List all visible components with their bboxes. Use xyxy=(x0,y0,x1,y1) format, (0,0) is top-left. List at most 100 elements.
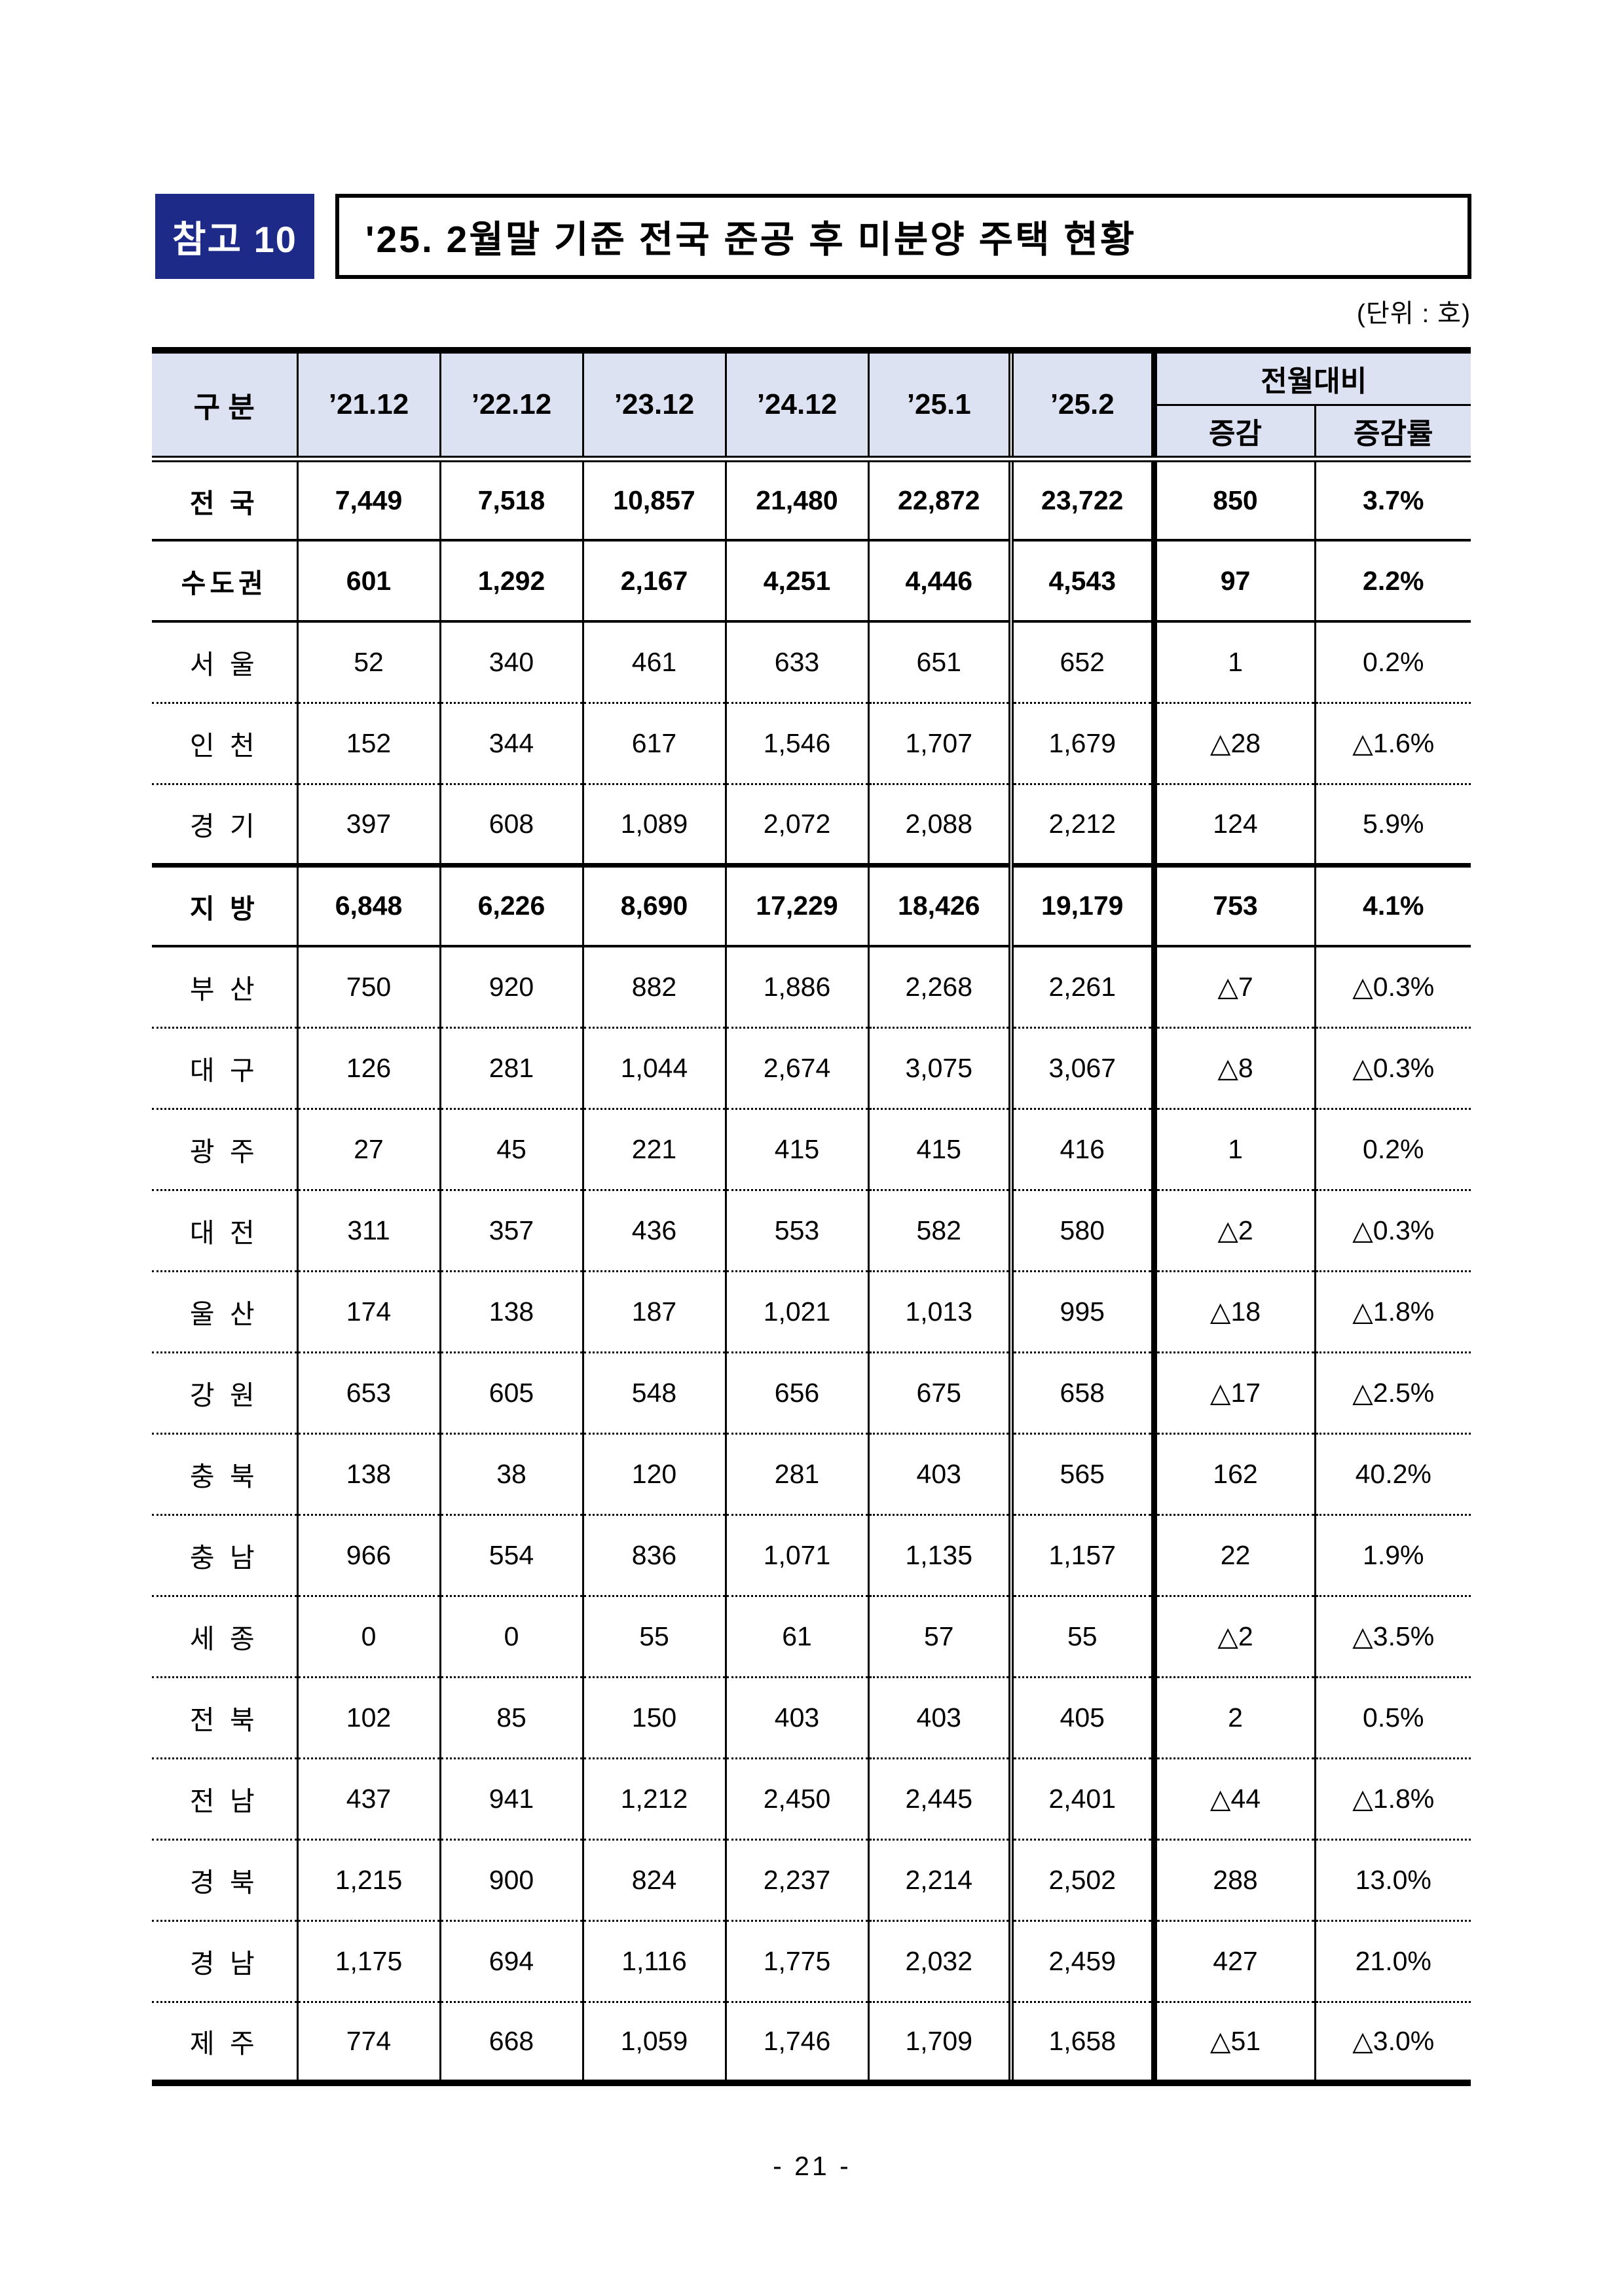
cell: 565 xyxy=(1008,1432,1154,1515)
cell: 3.7% xyxy=(1314,459,1471,540)
cell: 102 xyxy=(296,1676,440,1758)
cell: 23,722 xyxy=(1008,459,1154,540)
row-label: 제 주 xyxy=(152,2000,297,2083)
table-header: 구 분 ’21.12 ’22.12 ’23.12 ’24.12 ’25.1 ’2… xyxy=(152,350,1471,462)
cell: 344 xyxy=(439,701,583,784)
row-label: 수도권 xyxy=(152,539,297,621)
cell: 437 xyxy=(296,1757,440,1839)
table-row: 지 방 6,848 6,226 8,690 17,229 18,426 19,179 753 4… xyxy=(152,862,1471,946)
cell: 882 xyxy=(581,945,726,1027)
cell: 658 xyxy=(1008,1351,1154,1433)
cell: 281 xyxy=(439,1026,583,1109)
header-period-251: ’25.1 xyxy=(867,350,1011,462)
cell: 403 xyxy=(867,1432,1011,1515)
table-row: 경 남 1,175 694 1,116 1,775 2,032 2,459 427 21.0% xyxy=(152,1919,1471,2002)
cell: 1.9% xyxy=(1314,1513,1471,1596)
cell: 18,426 xyxy=(867,862,1011,946)
cell: △44 xyxy=(1151,1757,1315,1839)
cell: 554 xyxy=(439,1513,583,1596)
table-row: 충 남 966 554 836 1,071 1,135 1,157 22 1.9% xyxy=(152,1513,1471,1596)
cell: 19,179 xyxy=(1008,862,1154,946)
cell: △51 xyxy=(1151,2000,1315,2083)
cell: 753 xyxy=(1151,862,1315,946)
cell: 4,446 xyxy=(867,539,1011,621)
cell: 2,032 xyxy=(867,1919,1011,2002)
cell: 2,502 xyxy=(1008,1838,1154,1920)
table-row: 충 북 138 38 120 281 403 565 162 40.2% xyxy=(152,1432,1471,1515)
cell: 1,658 xyxy=(1008,2000,1154,2083)
cell: 1,157 xyxy=(1008,1513,1154,1596)
cell: 2.2% xyxy=(1314,539,1471,621)
row-label: 강 원 xyxy=(152,1351,297,1433)
cell: 5.9% xyxy=(1314,782,1471,865)
cell: △1.8% xyxy=(1314,1757,1471,1839)
cell: 8,690 xyxy=(581,862,726,946)
cell: 2,088 xyxy=(867,782,1011,865)
cell: 357 xyxy=(439,1188,583,1271)
cell: 13.0% xyxy=(1314,1838,1471,1920)
cell: 633 xyxy=(724,620,868,703)
cell: 6,848 xyxy=(296,862,440,946)
cell: 836 xyxy=(581,1513,726,1596)
cell: △18 xyxy=(1151,1270,1315,1352)
table-row: 제 주 774 668 1,059 1,746 1,709 1,658 △51 △3.0% xyxy=(152,2000,1471,2083)
cell: 966 xyxy=(296,1513,440,1596)
cell: 22,872 xyxy=(867,459,1011,540)
cell: 608 xyxy=(439,782,583,865)
cell: 850 xyxy=(1151,459,1315,540)
cell: 85 xyxy=(439,1676,583,1758)
cell: 580 xyxy=(1008,1188,1154,1271)
row-label: 전 국 xyxy=(152,459,297,540)
cell: 941 xyxy=(439,1757,583,1839)
cell: 1,089 xyxy=(581,782,726,865)
cell: 21.0% xyxy=(1314,1919,1471,2002)
cell: 45 xyxy=(439,1107,583,1190)
cell: 1,546 xyxy=(724,701,868,784)
cell: 1,679 xyxy=(1008,701,1154,784)
cell: 995 xyxy=(1008,1270,1154,1352)
table-row: 대 전 311 357 436 553 582 580 △2 △0.3% xyxy=(152,1188,1471,1271)
cell: 6,226 xyxy=(439,862,583,946)
cell: 1,709 xyxy=(867,2000,1011,2083)
cell: 187 xyxy=(581,1270,726,1352)
cell: △2.5% xyxy=(1314,1351,1471,1433)
table-row: 수도권 601 1,292 2,167 4,251 4,446 4,543 97 2.2% xyxy=(152,539,1471,621)
cell: 1 xyxy=(1151,620,1315,703)
cell: 2,445 xyxy=(867,1757,1011,1839)
table-row: 부 산 750 920 882 1,886 2,268 2,261 △7 △0.3% xyxy=(152,945,1471,1027)
cell: 1,707 xyxy=(867,701,1011,784)
table-row: 강 원 653 605 548 656 675 658 △17 △2.5% xyxy=(152,1351,1471,1433)
cell: 1,215 xyxy=(296,1838,440,1920)
cell: 152 xyxy=(296,701,440,784)
cell: 340 xyxy=(439,620,583,703)
cell: 436 xyxy=(581,1188,726,1271)
cell: 1,212 xyxy=(581,1757,726,1839)
cell: 1,746 xyxy=(724,2000,868,2083)
row-label: 울 산 xyxy=(152,1270,297,1352)
cell: 4.1% xyxy=(1314,862,1471,946)
page-title: '25. 2월말 기준 전국 준공 후 미분양 주택 현황 xyxy=(335,194,1471,279)
cell: 17,229 xyxy=(724,862,868,946)
cell: 0 xyxy=(296,1594,440,1677)
cell: 416 xyxy=(1008,1107,1154,1190)
cell: 2,214 xyxy=(867,1838,1011,1920)
cell: 405 xyxy=(1008,1676,1154,1758)
cell: 1,775 xyxy=(724,1919,868,2002)
cell: △1.8% xyxy=(1314,1270,1471,1352)
cell: 0.2% xyxy=(1314,1107,1471,1190)
cell: 120 xyxy=(581,1432,726,1515)
cell: 124 xyxy=(1151,782,1315,865)
cell: 281 xyxy=(724,1432,868,1515)
cell: 1,292 xyxy=(439,539,583,621)
cell: 61 xyxy=(724,1594,868,1677)
row-label: 전 북 xyxy=(152,1676,297,1758)
cell: 675 xyxy=(867,1351,1011,1433)
cell: 2,212 xyxy=(1008,782,1154,865)
cell: 138 xyxy=(296,1432,440,1515)
cell: 2,674 xyxy=(724,1026,868,1109)
row-label: 경 북 xyxy=(152,1838,297,1920)
table-body: 전 국 7,449 7,518 10,857 21,480 22,872 23,722 850… xyxy=(152,459,1471,2083)
header-period-252: ’25.2 xyxy=(1008,350,1154,462)
cell: △3.0% xyxy=(1314,2000,1471,2083)
